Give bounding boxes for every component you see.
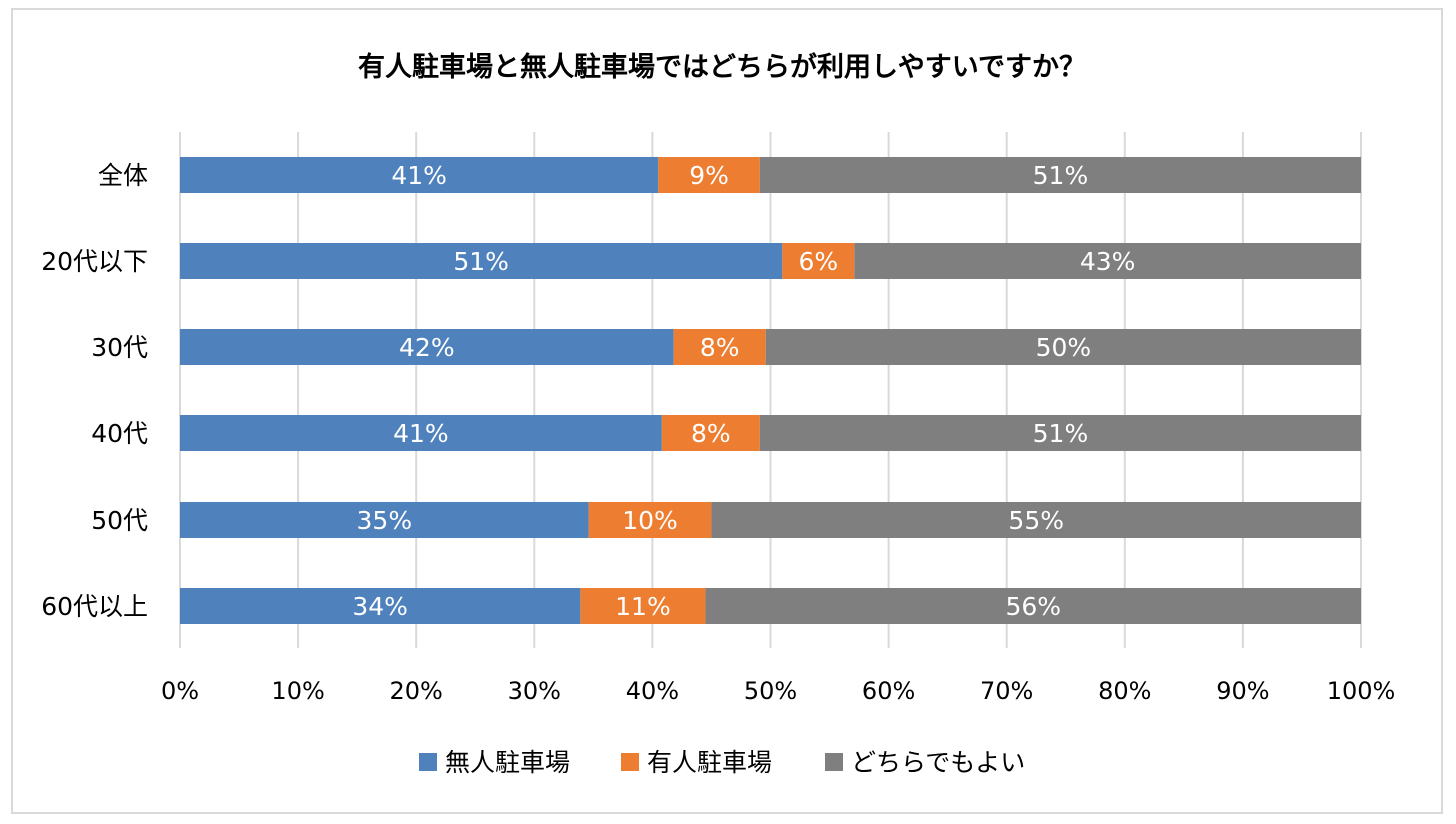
category-label: 60代以上 (41, 592, 148, 621)
data-label: 41% (393, 419, 449, 448)
legend-label: どちらでもよい (851, 748, 1025, 777)
data-label: 51% (1033, 419, 1089, 448)
legend: 無人駐車場 有人駐車場 どちらでもよい (419, 748, 1025, 777)
data-label: 8% (691, 419, 731, 448)
chart-frame (11, 8, 1443, 814)
bar-segment (180, 415, 662, 451)
category-label: 20代以下 (41, 247, 148, 276)
category-label: 40代 (91, 419, 148, 448)
bar-segment (765, 329, 1361, 365)
data-label: 42% (399, 333, 455, 362)
x-tick-label: 70% (980, 677, 1033, 705)
x-tick-labels: 0% 10% 20% 30% 40% 50% 60% 70% 80% 90% 100% (161, 677, 1395, 705)
x-tick-label: 20% (390, 677, 443, 705)
legend-label: 有人駐車場 (647, 748, 772, 777)
bars: 41% 9% 51% 51% 6% 43% 42% 8% 50% 41% 8% 51% 35% 10% 55… (180, 157, 1361, 624)
legend-swatch (621, 753, 639, 771)
category-labels: 全体 20代以下 30代 40代 50代 60代以上 (41, 161, 148, 621)
bar-segment (658, 157, 760, 193)
bar-segment (180, 588, 581, 624)
bar-segment (854, 243, 1361, 279)
bar-segment (673, 329, 766, 365)
x-tick-label: 10% (271, 677, 324, 705)
bar-segment (180, 243, 783, 279)
category-label: 50代 (91, 506, 148, 535)
bar-segment (588, 502, 712, 538)
bar-segment (711, 502, 1361, 538)
data-label: 41% (391, 161, 447, 190)
data-label: 8% (700, 333, 740, 362)
x-tick-label: 50% (744, 677, 797, 705)
bar-segment (661, 415, 760, 451)
data-label: 50% (1036, 333, 1092, 362)
data-label: 6% (798, 247, 838, 276)
bar-segment (180, 502, 589, 538)
x-tick-label: 30% (508, 677, 561, 705)
bar-segment (180, 329, 674, 365)
category-label: 全体 (98, 161, 148, 190)
x-tick-label: 100% (1327, 677, 1396, 705)
bar-segment (759, 415, 1361, 451)
data-label: 51% (1033, 161, 1089, 190)
legend-swatch (825, 753, 843, 771)
x-tick-label: 60% (862, 677, 915, 705)
legend-label: 無人駐車場 (445, 748, 570, 777)
data-label: 34% (352, 592, 408, 621)
category-label: 30代 (91, 333, 148, 362)
data-label: 11% (615, 592, 671, 621)
gridlines (179, 132, 1362, 648)
data-label: 55% (1008, 506, 1064, 535)
bar-segment (705, 588, 1361, 624)
chart-title: 有人駐車場と無人駐車場ではどちらが利用しやすいですか？ (358, 51, 1086, 83)
bar-segment (580, 588, 706, 624)
x-tick-label: 0% (161, 677, 199, 705)
data-label: 43% (1080, 247, 1136, 276)
data-label: 10% (622, 506, 678, 535)
x-tick-label: 80% (1098, 677, 1151, 705)
bar-segment (782, 243, 855, 279)
bar-segment (759, 157, 1361, 193)
data-label: 35% (357, 506, 413, 535)
x-tick-label: 90% (1216, 677, 1269, 705)
data-label: 9% (689, 161, 729, 190)
data-label: 51% (453, 247, 509, 276)
data-label: 56% (1005, 592, 1061, 621)
legend-swatch (419, 753, 437, 771)
bar-segment (180, 157, 659, 193)
x-tick-label: 40% (626, 677, 679, 705)
